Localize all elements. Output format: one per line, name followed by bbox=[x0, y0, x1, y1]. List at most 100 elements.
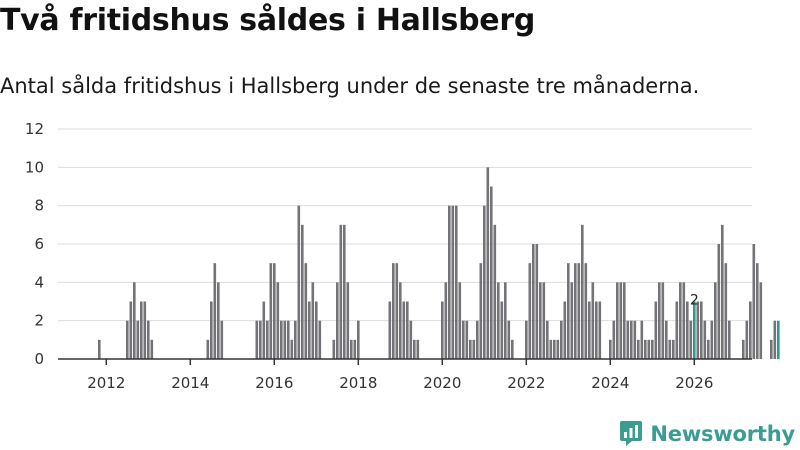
bar bbox=[770, 339, 773, 359]
bar bbox=[147, 320, 150, 359]
bar bbox=[749, 301, 752, 359]
bar bbox=[140, 301, 143, 359]
bar bbox=[262, 301, 266, 359]
bar bbox=[500, 301, 504, 359]
bar bbox=[752, 244, 756, 359]
bar bbox=[609, 339, 612, 359]
bar bbox=[346, 282, 350, 359]
bar bbox=[742, 339, 745, 359]
bar bbox=[206, 339, 210, 359]
bar bbox=[402, 301, 406, 359]
x-tick-label: 2012 bbox=[87, 374, 125, 392]
bar bbox=[143, 301, 147, 359]
bar bbox=[724, 263, 728, 359]
bar bbox=[532, 244, 535, 359]
bar bbox=[497, 282, 500, 359]
bar bbox=[630, 320, 633, 359]
bar bbox=[647, 339, 651, 359]
bar bbox=[728, 320, 731, 359]
bar bbox=[458, 282, 462, 359]
bar bbox=[672, 339, 675, 359]
bar bbox=[567, 263, 570, 359]
bar bbox=[483, 205, 486, 359]
bar bbox=[266, 320, 269, 359]
bar bbox=[686, 301, 689, 359]
bar bbox=[294, 320, 297, 359]
bar bbox=[259, 320, 262, 359]
bar bbox=[511, 339, 514, 359]
data-label: 2 bbox=[690, 293, 699, 309]
bar bbox=[612, 320, 616, 359]
bar bbox=[479, 263, 483, 359]
bar bbox=[700, 301, 703, 359]
bar bbox=[451, 205, 455, 359]
bar bbox=[640, 320, 644, 359]
bar bbox=[343, 224, 346, 359]
bar bbox=[409, 320, 413, 359]
bar bbox=[549, 339, 553, 359]
bar bbox=[535, 244, 539, 359]
x-tick-label: 2018 bbox=[339, 374, 377, 392]
axes: 0 2 4 6 8 10 12 2012 2014 2016 2018 2020 2022 2024 202… bbox=[25, 120, 752, 392]
bar bbox=[297, 205, 301, 359]
bar bbox=[707, 339, 710, 359]
bar bbox=[399, 282, 402, 359]
bar bbox=[717, 244, 721, 359]
data-labels: 2 bbox=[690, 293, 699, 309]
bar bbox=[129, 301, 133, 359]
bar bbox=[308, 301, 311, 359]
bar bbox=[448, 205, 451, 359]
bar bbox=[703, 320, 707, 359]
bar bbox=[318, 320, 322, 359]
bar bbox=[287, 320, 290, 359]
bar bbox=[507, 320, 511, 359]
bar bbox=[542, 282, 546, 359]
bar bbox=[220, 320, 224, 359]
bar bbox=[98, 339, 101, 359]
highlighted-bar bbox=[693, 301, 696, 359]
bar bbox=[465, 320, 469, 359]
chart-title: Två fritidshus såldes i Hallsberg bbox=[0, 3, 536, 38]
bar bbox=[616, 282, 619, 359]
bar bbox=[311, 282, 315, 359]
bar bbox=[416, 339, 420, 359]
bar bbox=[332, 339, 336, 359]
bar bbox=[276, 282, 280, 359]
bar bbox=[591, 282, 595, 359]
bar bbox=[745, 320, 749, 359]
bar bbox=[210, 301, 213, 359]
newsworthy-logo-icon bbox=[620, 421, 643, 446]
x-tick-label: 2014 bbox=[171, 374, 209, 392]
bar bbox=[357, 320, 360, 359]
y-tick-label: 8 bbox=[34, 197, 44, 215]
bar bbox=[136, 320, 140, 359]
bar bbox=[654, 301, 658, 359]
x-tick-label: 2020 bbox=[423, 374, 461, 392]
bar bbox=[563, 301, 567, 359]
bar bbox=[556, 339, 560, 359]
bar bbox=[150, 339, 154, 359]
bar bbox=[504, 282, 507, 359]
bar bbox=[584, 263, 588, 359]
y-tick-label: 2 bbox=[34, 312, 44, 330]
bar bbox=[553, 339, 556, 359]
y-tick-label: 10 bbox=[25, 158, 44, 176]
bar bbox=[213, 263, 217, 359]
bar bbox=[413, 339, 416, 359]
bar bbox=[661, 282, 665, 359]
bar bbox=[304, 263, 308, 359]
bar bbox=[315, 301, 318, 359]
bar bbox=[574, 263, 577, 359]
bar bbox=[133, 282, 136, 359]
bar bbox=[623, 282, 626, 359]
bar bbox=[283, 320, 287, 359]
bar bbox=[353, 339, 357, 359]
bar bbox=[637, 339, 640, 359]
bar bbox=[675, 301, 679, 359]
y-tick-label: 0 bbox=[34, 350, 44, 368]
bar bbox=[476, 320, 479, 359]
y-tick-label: 6 bbox=[34, 235, 44, 253]
bar bbox=[689, 320, 693, 359]
bar bbox=[486, 167, 490, 359]
